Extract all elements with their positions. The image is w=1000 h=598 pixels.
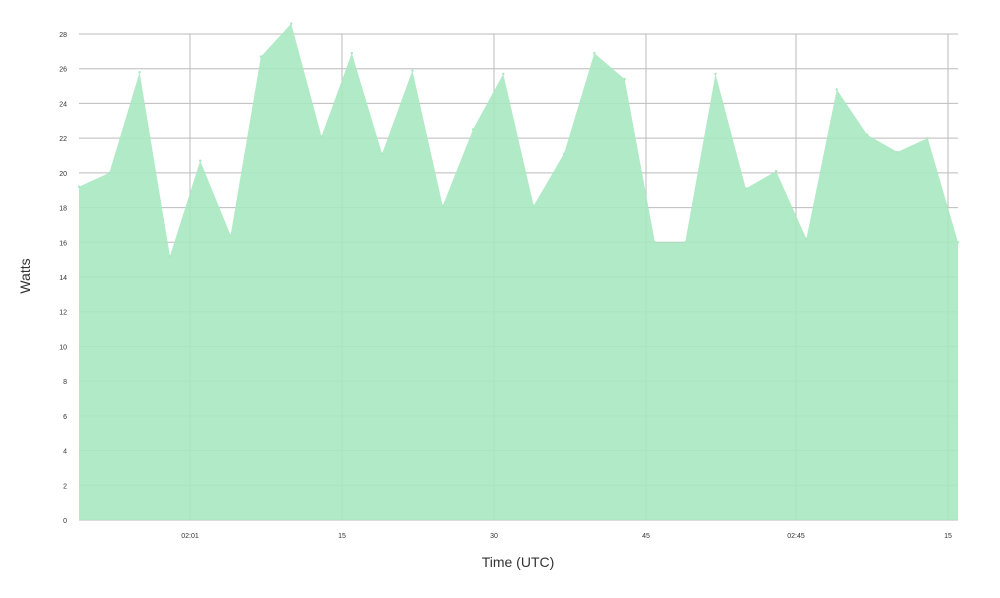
x-tick-label: 30: [490, 533, 498, 540]
data-point: [926, 136, 929, 140]
y-tick-label: 16: [59, 240, 67, 247]
data-point: [865, 133, 869, 136]
plot-area: [77, 22, 960, 520]
data-point: [199, 159, 202, 162]
data-point: [623, 77, 626, 81]
y-tick-label: 4: [63, 449, 67, 456]
x-tick-label: 15: [944, 533, 952, 540]
y-tick-label: 22: [59, 136, 67, 143]
y-tick-label: 0: [63, 518, 67, 525]
data-point: [562, 152, 566, 155]
data-point: [138, 71, 141, 74]
data-point: [380, 152, 384, 155]
y-tick-label: 6: [63, 414, 67, 421]
data-point: [168, 255, 172, 258]
data-point: [805, 237, 808, 240]
y-tick-label: 14: [59, 275, 67, 282]
data-point: [774, 169, 778, 173]
data-point: [714, 72, 717, 76]
x-tick-label: 45: [642, 533, 650, 540]
data-point: [653, 241, 657, 244]
data-point: [77, 185, 81, 188]
data-point: [411, 69, 414, 72]
y-tick-label: 12: [59, 310, 67, 317]
y-tick-label: 2: [63, 483, 67, 490]
data-point: [320, 135, 323, 138]
data-point: [896, 150, 899, 154]
y-tick-label: 24: [59, 101, 67, 108]
data-point: [259, 55, 263, 58]
data-point: [835, 88, 838, 91]
data-point: [108, 171, 111, 175]
x-tick-label: 15: [338, 533, 346, 540]
y-tick-label: 18: [59, 206, 67, 213]
x-tick-label: 02:01: [181, 533, 199, 540]
y-axis-title: Watts: [17, 258, 33, 293]
series-area: [79, 23, 958, 520]
y-tick-label: 26: [59, 67, 67, 74]
data-point: [532, 204, 535, 207]
data-point: [593, 51, 596, 55]
x-axis-ticks: 02:01 15 30 45 02:45 15: [181, 533, 952, 540]
data-point: [350, 51, 353, 55]
y-tick-label: 20: [59, 171, 67, 178]
y-tick-label: 10: [59, 344, 67, 351]
data-point: [684, 241, 687, 244]
data-point: [502, 72, 505, 76]
data-point: [229, 234, 232, 237]
y-tick-label: 8: [63, 379, 67, 386]
x-tick-label: 02:45: [787, 533, 805, 540]
data-point: [956, 241, 960, 244]
data-point: [441, 204, 444, 207]
x-axis-title: Time (UTC): [482, 554, 555, 570]
data-point: [471, 128, 475, 131]
y-tick-label: 28: [59, 32, 67, 39]
data-point: [744, 187, 747, 190]
data-point: [290, 22, 293, 25]
